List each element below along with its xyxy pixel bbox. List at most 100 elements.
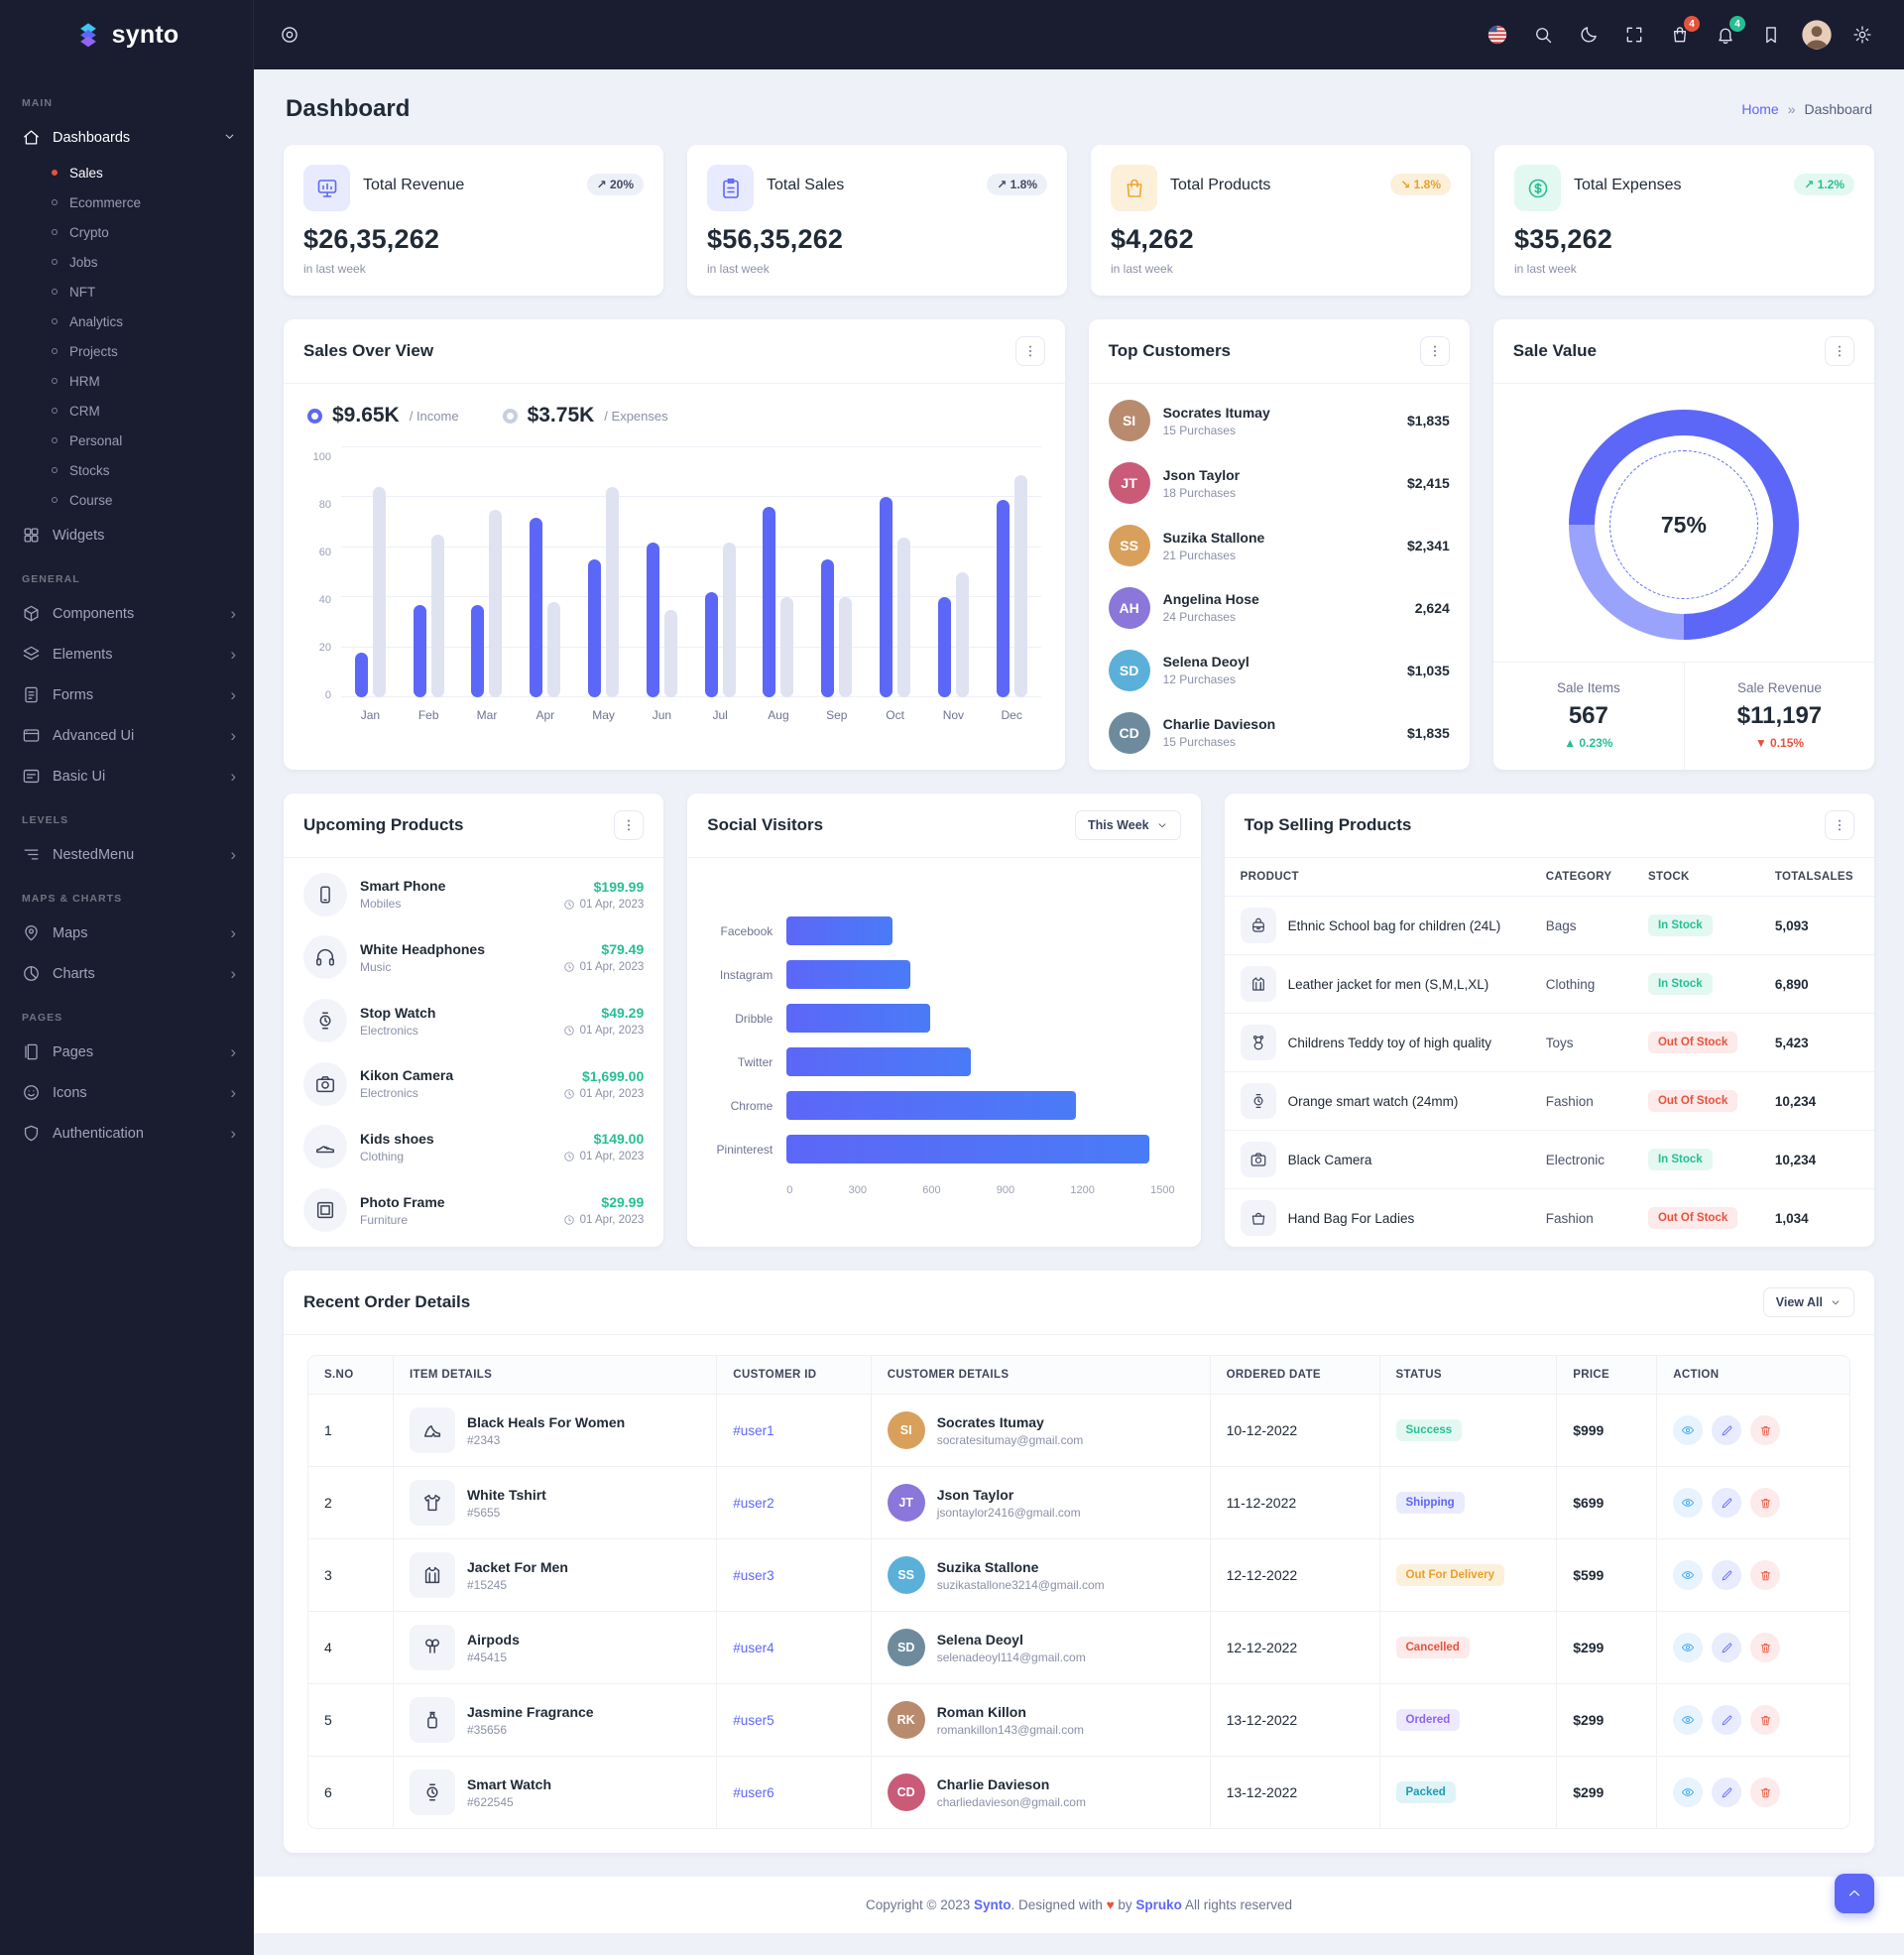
customer-id-link[interactable]: #user6 [733,1785,774,1800]
customer-id-link[interactable]: #user3 [733,1568,774,1583]
sidebar-item-forms[interactable]: Forms › [0,674,254,715]
customer-row-suzika-stallone[interactable]: SS Suzika Stallone 21 Purchases $2,341 [1089,516,1470,575]
delete-button[interactable] [1750,1777,1781,1807]
edit-button[interactable] [1712,1560,1742,1590]
cart-button[interactable]: 4 [1660,15,1700,55]
item-name: Jasmine Fragrance [466,1703,594,1720]
customer-row-json-taylor[interactable]: JT Json Taylor 18 Purchases $2,415 [1089,453,1470,513]
order-row[interactable]: 4 Airpods #45415 #user4 SD Selena Deoyl selena… [308,1611,1849,1684]
sidebar-item-projects[interactable]: Projects [0,336,254,366]
upcoming-product-stop-watch[interactable]: Stop Watch Electronics $49.29 01 Apr, 2023 [284,991,663,1050]
top-selling-row[interactable]: Orange smart watch (24mm) Fashion Out Of S… [1224,1071,1874,1131]
view-button[interactable] [1673,1705,1704,1735]
sidebar-item-authentication[interactable]: Authentication › [0,1113,254,1154]
sidebar-item-sales[interactable]: Sales [0,158,254,187]
order-row[interactable]: 2 White Tshirt #5655 #user2 JT Json Taylor jso… [308,1466,1849,1539]
sidebar-item-dashboards[interactable]: Dashboards [0,117,254,158]
breadcrumb-home-link[interactable]: Home [1741,101,1779,117]
top-selling-row[interactable]: Hand Bag For Ladies Fashion Out Of Stock 1,… [1225,1189,1874,1248]
edit-button[interactable] [1712,1705,1742,1735]
customer-row-socrates-itumay[interactable]: SI Socrates Itumay 15 Purchases $1,835 [1089,391,1470,450]
sidebar-item-nft[interactable]: NFT [0,277,254,306]
order-row[interactable]: 5 Jasmine Fragrance #35656 #user5 RK Roman Ki… [308,1683,1849,1757]
top-selling-row[interactable]: Ethnic School bag for children (24L) Bags… [1224,896,1874,955]
delete-button[interactable] [1750,1705,1781,1735]
order-row[interactable]: 1 Black Heals For Women #2343 #user1 SI Socra… [308,1394,1849,1467]
footer-designer-link[interactable]: Spruko [1135,1897,1182,1912]
sidebar-item-course[interactable]: Course [0,485,254,515]
sidebar-item-hrm[interactable]: HRM [0,366,254,396]
card-options-button[interactable] [1824,336,1854,366]
card-options-button[interactable] [1825,810,1854,840]
top-selling-row[interactable]: Leather jacket for men (S,M,L,XL) Clothin… [1224,954,1874,1014]
edit-button[interactable] [1712,1633,1742,1662]
language-flag-button[interactable] [1478,15,1517,55]
delete-button[interactable] [1750,1488,1781,1518]
upcoming-product-smart-phone[interactable]: Smart Phone Mobiles $199.99 01 Apr, 2023 [284,865,663,924]
sidebar-item-crm[interactable]: CRM [0,396,254,426]
footer-brand-link[interactable]: Synto [974,1897,1012,1912]
card-options-button[interactable] [614,810,645,840]
card-options-button[interactable] [1419,336,1450,366]
order-row[interactable]: 6 Smart Watch #622545 #user6 CD Charlie Davie… [308,1756,1849,1828]
edit-button[interactable] [1712,1488,1742,1518]
view-button[interactable] [1673,1488,1704,1518]
notifications-button[interactable]: 4 [1706,15,1745,55]
sidebar-item-charts[interactable]: Charts › [0,953,254,994]
page-title: Dashboard [286,95,411,122]
search-button[interactable] [1523,15,1563,55]
customer-id-link[interactable]: #user5 [733,1713,774,1728]
sidebar-item-components[interactable]: Components › [0,593,254,634]
dark-mode-button[interactable] [1569,15,1608,55]
view-all-button[interactable]: View All [1762,1287,1854,1317]
sidebar-item-pages[interactable]: Pages › [0,1032,254,1072]
sidebar-item-maps[interactable]: Maps › [0,913,254,953]
legend-item-expenses[interactable]: $3.75K / Expenses [502,404,668,428]
customer-row-charlie-davieson[interactable]: CD Charlie Davieson 15 Purchases $1,835 [1089,703,1470,763]
view-button[interactable] [1673,1777,1704,1807]
upcoming-product-kids-shoes[interactable]: Kids shoes Clothing $149.00 01 Apr, 2023 [284,1117,663,1176]
upcoming-product-white-headphones[interactable]: White Headphones Music $79.49 01 Apr, 2023 [284,927,663,987]
delete-button[interactable] [1750,1560,1781,1590]
sidebar-item-stocks[interactable]: Stocks [0,455,254,485]
sidebar-item-elements[interactable]: Elements › [0,634,254,674]
profile-avatar-button[interactable] [1797,15,1837,55]
sidebar-item-basic-ui[interactable]: Basic Ui › [0,756,254,796]
upcoming-product-photo-frame[interactable]: Photo Frame Furniture $29.99 01 Apr, 2023 [284,1180,663,1240]
sidebar-item-crypto[interactable]: Crypto [0,217,254,247]
sidebar-item-icons[interactable]: Icons › [0,1072,254,1113]
legend-item-income[interactable]: $9.65K / Income [307,404,459,428]
sidebar-item-advanced-ui[interactable]: Advanced Ui › [0,715,254,756]
customer-row-selena-deoyl[interactable]: SD Selena Deoyl 12 Purchases $1,035 [1089,641,1470,700]
social-label: Facebook [720,923,774,938]
top-selling-row[interactable]: Childrens Teddy toy of high quality Toys O… [1224,1013,1874,1072]
sidebar-item-jobs[interactable]: Jobs [0,247,254,277]
sidebar-item-ecommerce[interactable]: Ecommerce [0,187,254,217]
sidebar-item-analytics[interactable]: Analytics [0,306,254,336]
scroll-to-top-button[interactable] [1835,1874,1874,1913]
bookmark-button[interactable] [1751,15,1791,55]
order-row[interactable]: 3 Jacket For Men #15245 #user3 SS Suzika Stal… [308,1538,1849,1612]
view-button[interactable] [1673,1560,1704,1590]
edit-button[interactable] [1712,1415,1742,1445]
customer-row-angelina-hose[interactable]: AH Angelina Hose 24 Purchases 2,624 [1089,578,1470,638]
top-selling-row[interactable]: Black Camera Electronic In Stock 10,234 [1224,1130,1874,1189]
sidebar-item-personal[interactable]: Personal [0,426,254,455]
view-button[interactable] [1673,1415,1704,1445]
customer-id-link[interactable]: #user1 [733,1423,774,1438]
delete-button[interactable] [1750,1415,1781,1445]
fullscreen-button[interactable] [1614,15,1654,55]
upcoming-product-kikon-camera[interactable]: Kikon Camera Electronics $1,699.00 01 Apr,… [284,1054,663,1114]
sidebar-toggle-button[interactable] [270,15,309,55]
week-filter-dropdown[interactable]: This Week [1075,810,1181,840]
edit-button[interactable] [1712,1777,1742,1807]
customer-id-link[interactable]: #user2 [733,1496,774,1511]
sidebar-item-widgets[interactable]: Widgets [0,515,254,555]
brand-logo[interactable]: synto [0,0,254,69]
customer-id-link[interactable]: #user4 [733,1641,774,1655]
view-button[interactable] [1673,1633,1704,1662]
delete-button[interactable] [1750,1633,1781,1662]
card-options-button[interactable] [1014,336,1045,366]
sidebar-item-nestedmenu[interactable]: NestedMenu › [0,834,254,875]
settings-button[interactable] [1843,15,1882,55]
